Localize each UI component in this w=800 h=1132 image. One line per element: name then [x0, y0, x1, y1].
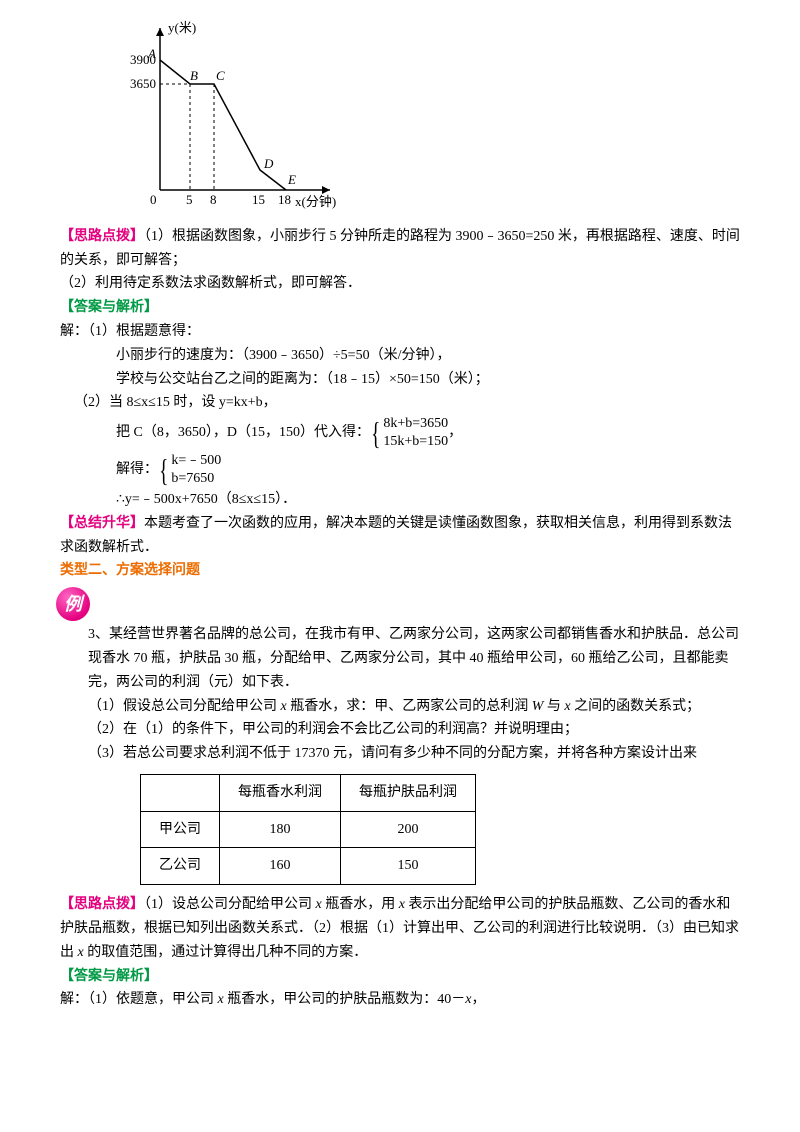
p3-l4: （3）若总公司要求总利润不低于 17370 元，请问有多少种不同的分配方案，并将… — [60, 742, 740, 766]
hint-block: 【思路点拨】（1）根据函数图象，小丽步行 5 分钟所走的路程为 3900﹣365… — [60, 225, 740, 273]
th-blank — [141, 774, 220, 811]
svg-text:3650: 3650 — [130, 76, 156, 91]
th-perfume: 每瓶香水利润 — [220, 774, 341, 811]
table-row: 乙公司 160 150 — [141, 848, 476, 885]
ans2-l1: 解：（1）依题意，甲公司 x 瓶香水，甲公司的护肤品瓶数为：40－x， — [60, 988, 740, 1012]
ans1-l2: 小丽步行的速度为：（3900﹣3650）÷5=50（米/分钟）， — [60, 344, 740, 368]
svg-text:A: A — [147, 46, 156, 61]
hint-line2: （2）利用待定系数法求函数解析式，即可解答． — [60, 272, 740, 296]
svg-text:B: B — [190, 68, 198, 83]
p3-l3: （2）在（1）的条件下，甲公司的利润会不会比乙公司的利润高？并说明理由； — [60, 718, 740, 742]
table-row: 每瓶香水利润 每瓶护肤品利润 — [141, 774, 476, 811]
svg-text:0: 0 — [150, 192, 157, 207]
svg-text:5: 5 — [186, 192, 193, 207]
example-icon: 例 — [56, 587, 90, 621]
type2-heading: 类型二、方案选择问题 — [60, 559, 740, 583]
summary-block: 【总结升华】本题考查了一次函数的应用，解决本题的关键是读懂函数图象，获取相关信息… — [60, 512, 740, 560]
ans1-l3: 学校与公交站台乙之间的距离为：（18﹣15）×50=150（米）； — [60, 368, 740, 392]
svg-text:E: E — [287, 172, 296, 187]
table-row: 甲公司 180 200 — [141, 811, 476, 848]
svg-text:8: 8 — [210, 192, 217, 207]
line-chart: y(米) x(分钟) 0 3900 3650 5 8 15 18 A B C D… — [130, 20, 740, 219]
p3-l2: （1）假设总公司分配给甲公司 x 瓶香水，求：甲、乙两家公司的总利润 W 与 x… — [60, 695, 740, 719]
ans1-l1: 解：（1）根据题意得： — [60, 320, 740, 344]
p3-l1: 3、某经营世界著名品牌的总公司，在我市有甲、乙两家分公司，这两家公司都销售香水和… — [60, 623, 740, 694]
answer-label: 【答案与解析】 — [60, 296, 740, 320]
svg-text:D: D — [263, 156, 274, 171]
hint2-block: 【思路点拨】（1）设总公司分配给甲公司 x 瓶香水，用 x 表示出分配给甲公司的… — [60, 893, 740, 964]
ans1-l7: ∴y=﹣500x+7650（8≤x≤15）． — [60, 488, 740, 512]
svg-text:C: C — [216, 68, 225, 83]
svg-text:15: 15 — [252, 192, 265, 207]
chart-svg: y(米) x(分钟) 0 3900 3650 5 8 15 18 A B C D… — [130, 20, 340, 210]
ans1-l4: （2）当 8≤x≤15 时，设 y=kx+b， — [60, 391, 740, 415]
th-skincare: 每瓶护肤品利润 — [341, 774, 476, 811]
ans1-eq2: 解得： { k=﹣500 b=7650 — [60, 452, 740, 488]
ans1-eq1: 把 C（8，3650），D（15，150）代入得： { 8k+b=3650 15… — [60, 415, 740, 451]
answer2-label: 【答案与解析】 — [60, 965, 740, 989]
y-axis-label: y(米) — [168, 20, 196, 35]
profit-table: 每瓶香水利润 每瓶护肤品利润 甲公司 180 200 乙公司 160 150 — [140, 774, 476, 885]
svg-text:18: 18 — [278, 192, 291, 207]
hint-label: 【思路点拨】 — [60, 229, 144, 244]
x-axis-label: x(分钟) — [295, 194, 336, 209]
